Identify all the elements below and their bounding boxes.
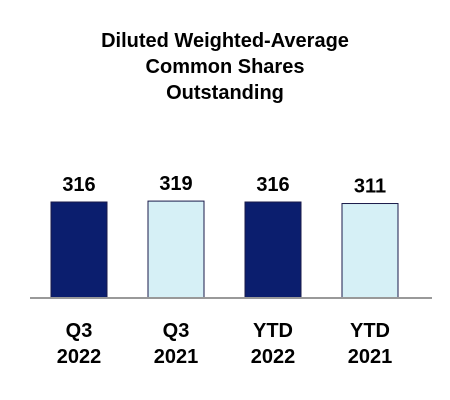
chart-title: Diluted Weighted-Average Common Shares O… (0, 28, 450, 106)
category-label-2-0: YTD (253, 320, 293, 342)
title-line-3: Outstanding (166, 82, 284, 104)
bar-2 (244, 201, 302, 299)
category-label-0-1: 2022 (57, 346, 102, 368)
category-label-2-1: 2022 (251, 346, 296, 368)
category-label-3-0: YTD (350, 320, 390, 342)
data-label-2: 316 (256, 174, 289, 196)
category-label-1-0: Q3 (163, 320, 190, 342)
category-label-0-0: Q3 (66, 320, 93, 342)
category-label-3-1: 2021 (348, 346, 393, 368)
category-label-1-1: 2021 (154, 346, 199, 368)
title-line-2: Common Shares (145, 56, 305, 78)
bar-1 (147, 200, 205, 299)
data-label-1: 319 (159, 173, 192, 195)
bar-0 (50, 201, 108, 299)
data-label-3: 311 (354, 176, 386, 198)
title-line-1: Diluted Weighted-Average (101, 30, 349, 52)
data-label-0: 316 (62, 174, 95, 196)
bar-3 (341, 203, 399, 299)
